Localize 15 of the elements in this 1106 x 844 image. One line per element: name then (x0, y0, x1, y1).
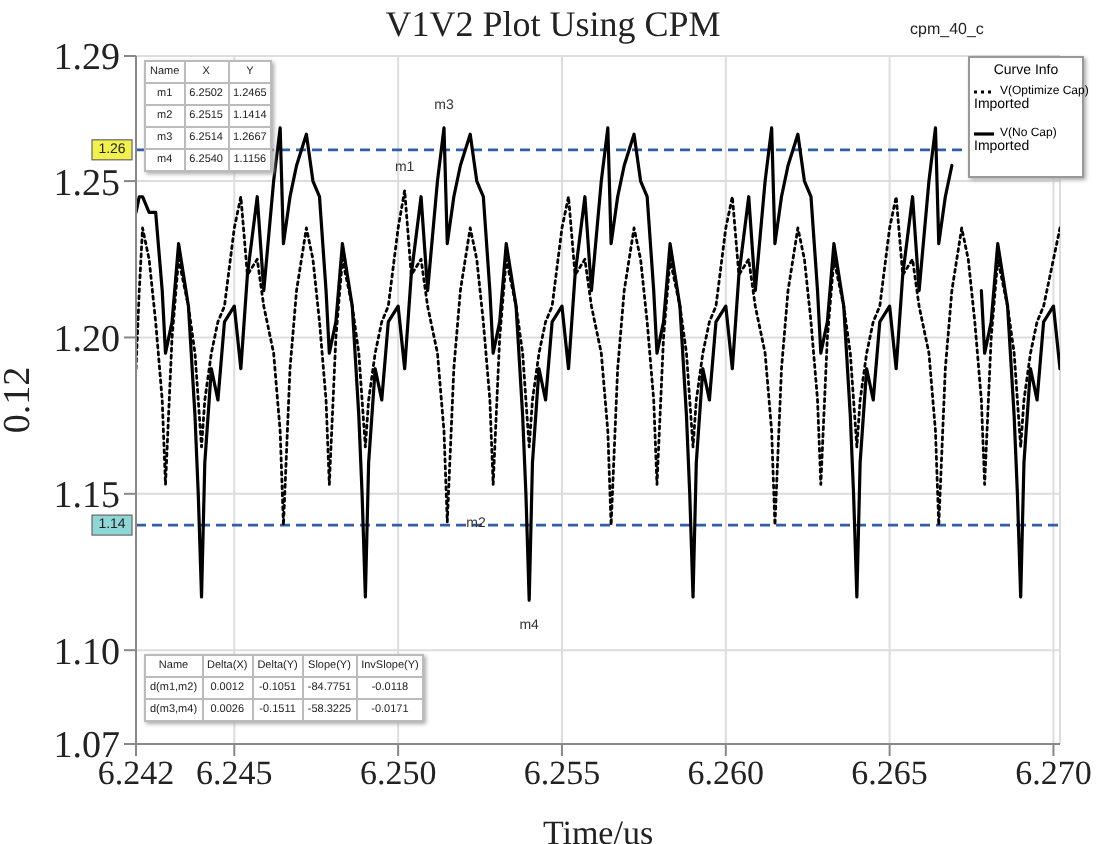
y-tick-label: 1.20 (53, 318, 120, 361)
x-tick-label: 6.255 (523, 754, 601, 793)
x-tick-label: 6.270 (1015, 754, 1092, 793)
x-tick-label: 6.260 (687, 754, 765, 793)
y-tick-label: 1.25 (53, 162, 120, 205)
y-axis-title: 0.12 (0, 366, 40, 434)
x-tick-label: 6.250 (359, 754, 437, 793)
y-tick-label: 1.29 (53, 37, 120, 80)
y-tick-label: 1.15 (53, 475, 120, 518)
x-tick-label: 6.265 (851, 754, 928, 793)
y-tick-label: 1.10 (53, 631, 120, 674)
x-axis-title: Time/us (542, 814, 654, 844)
chart-title: V1V2 Plot Using CPM (385, 4, 721, 44)
x-tick-label: 6.245 (196, 754, 273, 793)
text: cpm_40_c (910, 20, 984, 38)
